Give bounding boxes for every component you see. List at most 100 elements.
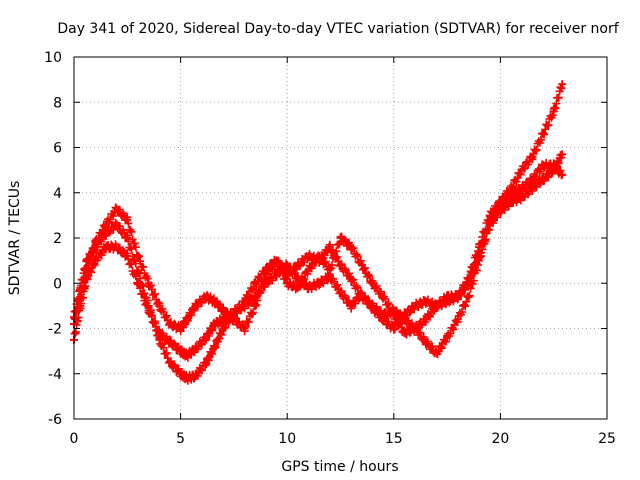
data-point xyxy=(293,283,302,292)
data-point xyxy=(400,329,409,338)
data-point xyxy=(219,306,228,315)
data-point xyxy=(379,315,388,324)
data-point xyxy=(496,197,505,206)
data-point xyxy=(496,206,505,215)
y-tick-label: 2 xyxy=(53,231,62,247)
data-point xyxy=(261,270,270,279)
data-point xyxy=(272,270,281,279)
data-point xyxy=(191,372,200,381)
data-point xyxy=(558,80,567,89)
y-tick-label: 6 xyxy=(53,141,62,157)
y-tick-label: 0 xyxy=(53,276,62,292)
data-point xyxy=(210,297,219,306)
y-tick-label: 4 xyxy=(53,186,62,202)
data-point xyxy=(379,292,388,301)
x-axis-label: GPS time / hours xyxy=(281,459,398,475)
data-point xyxy=(368,304,377,313)
data-point xyxy=(82,265,91,274)
data-point xyxy=(219,324,228,333)
data-point xyxy=(357,261,366,270)
data-point xyxy=(293,261,302,270)
data-point xyxy=(240,324,249,333)
y-tick-label: -6 xyxy=(48,412,62,428)
data-point xyxy=(421,297,430,306)
x-tick-label: 5 xyxy=(176,431,185,447)
data-point xyxy=(76,292,85,301)
data-point xyxy=(325,272,334,281)
data-point xyxy=(558,150,567,159)
data-point xyxy=(421,315,430,324)
data-point xyxy=(91,256,100,265)
data-markers xyxy=(70,80,567,385)
data-point xyxy=(389,324,398,333)
data-point xyxy=(507,197,516,206)
data-point xyxy=(336,234,345,242)
data-point xyxy=(485,220,494,229)
data-point xyxy=(347,301,356,310)
data-point xyxy=(368,279,377,288)
data-point xyxy=(112,243,121,252)
data-point xyxy=(558,170,567,179)
data-point xyxy=(283,261,292,270)
data-point xyxy=(182,315,191,324)
data-point xyxy=(240,301,249,310)
data-point xyxy=(101,220,110,229)
data-point xyxy=(202,358,211,367)
data-point xyxy=(475,252,484,261)
data-point xyxy=(155,301,164,310)
data-point xyxy=(210,319,219,328)
data-point xyxy=(347,243,356,252)
data-point xyxy=(539,161,548,170)
data-point xyxy=(133,252,142,261)
data-point xyxy=(123,234,132,242)
data-point xyxy=(182,374,191,383)
data-point xyxy=(144,279,153,288)
data-point xyxy=(453,315,462,324)
data-point xyxy=(443,333,452,342)
data-point xyxy=(101,243,110,252)
data-point xyxy=(315,279,324,288)
data-point xyxy=(357,290,366,299)
data-point xyxy=(272,256,281,265)
data-point xyxy=(165,358,174,367)
data-point xyxy=(432,349,441,358)
data-point xyxy=(464,292,473,301)
data-point xyxy=(202,333,211,342)
data-point xyxy=(304,283,313,292)
data-point xyxy=(549,166,558,175)
x-tick-label: 25 xyxy=(598,431,616,447)
data-point xyxy=(165,338,174,347)
data-point xyxy=(182,351,191,360)
data-point xyxy=(219,315,228,324)
data-point xyxy=(517,184,526,193)
data-point xyxy=(336,288,345,297)
data-point xyxy=(539,129,548,138)
data-point xyxy=(411,301,420,310)
data-point xyxy=(165,319,174,328)
data-point xyxy=(464,279,473,288)
data-point xyxy=(432,301,441,310)
y-tick-label: 10 xyxy=(44,50,62,66)
x-tick-label: 15 xyxy=(385,431,403,447)
data-point xyxy=(539,175,548,184)
data-point xyxy=(325,265,334,274)
data-point xyxy=(123,252,132,261)
x-tick-label: 0 xyxy=(70,431,79,447)
data-point xyxy=(421,338,430,347)
data-point xyxy=(112,220,121,229)
data-point xyxy=(123,215,132,224)
x-tick-label: 20 xyxy=(491,431,509,447)
data-point xyxy=(283,279,292,288)
data-point xyxy=(517,166,526,175)
data-point xyxy=(304,265,313,274)
data-point xyxy=(133,279,142,288)
series-track-c xyxy=(70,150,567,339)
x-tick-label: 10 xyxy=(278,431,296,447)
data-point xyxy=(210,342,219,351)
data-point xyxy=(443,297,452,306)
y-tick-label: -4 xyxy=(48,367,62,383)
data-point xyxy=(91,238,100,247)
data-point xyxy=(155,329,164,338)
